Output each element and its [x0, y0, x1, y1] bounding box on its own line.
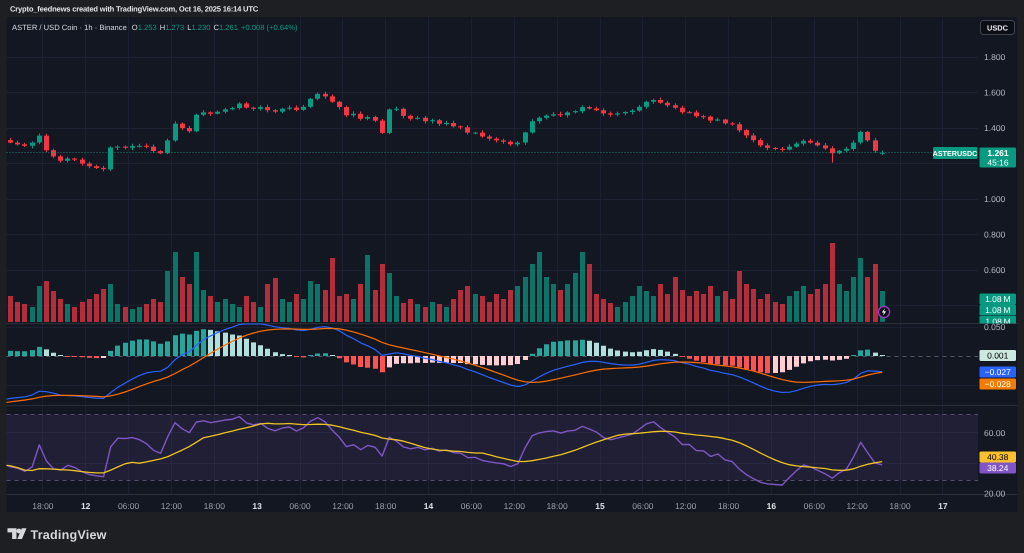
svg-text:06:00: 06:00 [289, 501, 311, 511]
svg-text:18:00: 18:00 [889, 501, 911, 511]
svg-text:ASTERUSDC: ASTERUSDC [933, 149, 978, 158]
svg-text:Crypto_feednews created with T: Crypto_feednews created with TradingView… [10, 5, 259, 14]
svg-text:16: 16 [767, 501, 777, 511]
svg-text:12:00: 12:00 [504, 501, 526, 511]
svg-text:18:00: 18:00 [718, 501, 740, 511]
svg-text:13: 13 [252, 501, 262, 511]
svg-text:1.600: 1.600 [984, 88, 1006, 98]
svg-text:1.800: 1.800 [984, 52, 1006, 62]
svg-text:1.400: 1.400 [984, 123, 1006, 133]
svg-text:20.00: 20.00 [984, 489, 1006, 499]
svg-text:1.08 M: 1.08 M [985, 317, 1010, 327]
svg-text:14: 14 [424, 501, 434, 511]
svg-text:USDC: USDC [987, 23, 1009, 32]
svg-text:06:00: 06:00 [804, 501, 826, 511]
svg-text:12:00: 12:00 [846, 501, 868, 511]
svg-text:12:00: 12:00 [161, 501, 183, 511]
svg-text:06:00: 06:00 [461, 501, 483, 511]
svg-text:−0.027: −0.027 [985, 367, 1012, 377]
svg-text:18:00: 18:00 [32, 501, 54, 511]
svg-text:0.800: 0.800 [984, 230, 1006, 240]
svg-text:18:00: 18:00 [204, 501, 226, 511]
svg-text:0.050: 0.050 [984, 322, 1006, 332]
svg-text:12: 12 [81, 501, 91, 511]
svg-text:40.38: 40.38 [987, 452, 1009, 462]
svg-text:18:00: 18:00 [375, 501, 397, 511]
svg-text:15: 15 [595, 501, 605, 511]
svg-text:12:00: 12:00 [332, 501, 354, 511]
svg-text:45:16: 45:16 [987, 158, 1009, 168]
svg-text:06:00: 06:00 [118, 501, 140, 511]
svg-text:1.08 M: 1.08 M [985, 305, 1010, 315]
svg-text:06:00: 06:00 [632, 501, 654, 511]
svg-text:18:00: 18:00 [546, 501, 568, 511]
svg-text:17: 17 [938, 501, 948, 511]
svg-text:1.08 M: 1.08 M [985, 294, 1010, 304]
svg-text:12:00: 12:00 [675, 501, 697, 511]
svg-text:1.261: 1.261 [987, 148, 1009, 158]
svg-text:38.24: 38.24 [987, 463, 1009, 473]
svg-text:TradingView: TradingView [31, 528, 107, 542]
svg-text:1.000: 1.000 [984, 194, 1006, 204]
svg-text:0.001: 0.001 [987, 351, 1009, 361]
svg-text:ASTER / USD Coin · 1h · Binanc: ASTER / USD Coin · 1h · Binance O1.253 H1.… [12, 23, 298, 32]
svg-text:0.600: 0.600 [984, 265, 1006, 275]
svg-text:−0.028: −0.028 [985, 379, 1012, 389]
svg-text:60.00: 60.00 [984, 428, 1006, 438]
